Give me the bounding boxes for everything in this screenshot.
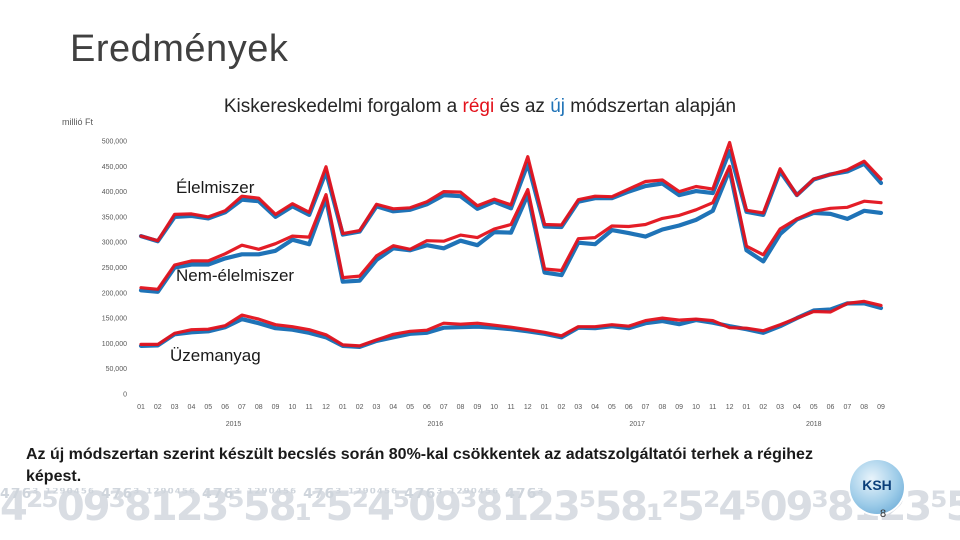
x-tick-label: 02 <box>356 404 364 411</box>
y-tick-label: 450,000 <box>102 164 127 171</box>
x-tick-label: 12 <box>524 404 532 411</box>
y-tick-label: 50,000 <box>106 366 128 373</box>
x-tick-label: 05 <box>810 404 818 411</box>
series-line-1-new <box>138 167 884 294</box>
x-tick-label: 05 <box>406 404 414 411</box>
y-tick-label: 350,000 <box>102 214 127 221</box>
x-tick-label: 07 <box>843 404 851 411</box>
x-tick-label: 03 <box>574 404 582 411</box>
number-band-digits-large: 4²⁵09³8123⁵58₁²5²4⁵09³8123⁵58₁²5²4⁵09³81… <box>0 488 960 530</box>
series-label: Üzemanyag <box>170 346 261 365</box>
x-tick-label: 10 <box>288 404 296 411</box>
x-tick-label: 11 <box>709 404 716 411</box>
y-tick-label: 150,000 <box>102 316 127 323</box>
x-tick-label: 08 <box>457 404 465 411</box>
x-tick-label: 07 <box>642 404 650 411</box>
chart-title-part-5: módszertan alapján <box>565 96 737 117</box>
x-tick-label: 01 <box>541 404 549 411</box>
year-label: 2018 <box>806 421 822 428</box>
y-tick-label: 300,000 <box>102 240 127 247</box>
footer-statement: Az új módszertan szerint készült becslés… <box>26 446 813 485</box>
x-tick-label: 04 <box>793 404 801 411</box>
series-line-2-new <box>138 301 884 349</box>
x-tick-label: 01 <box>743 404 751 411</box>
x-tick-label: 04 <box>591 404 599 411</box>
x-tick-label: 04 <box>188 404 196 411</box>
x-tick-label: 12 <box>726 404 734 411</box>
x-tick-label: 05 <box>608 404 616 411</box>
page-title: Eredmények <box>70 28 289 70</box>
y-tick-label: 0 <box>123 392 127 399</box>
x-tick-label: 10 <box>490 404 498 411</box>
year-label: 2017 <box>629 421 645 428</box>
page-number: 8 <box>880 508 887 520</box>
x-tick-label: 03 <box>373 404 381 411</box>
x-tick-label: 06 <box>423 404 431 411</box>
x-tick-label: 01 <box>137 404 145 411</box>
x-tick-label: 04 <box>389 404 397 411</box>
x-tick-label: 02 <box>759 404 767 411</box>
x-tick-label: 02 <box>154 404 162 411</box>
x-tick-label: 01 <box>339 404 347 411</box>
ksh-logo-text: KSH <box>862 477 892 493</box>
series-label: Élelmiszer <box>176 178 255 197</box>
series-line-2-old <box>139 299 883 348</box>
series-line-0-old <box>139 140 883 243</box>
ksh-logo: KSH <box>850 460 904 514</box>
y-tick-label: 200,000 <box>102 290 127 297</box>
year-label: 2016 <box>428 421 444 428</box>
chart-title-part-3: és az <box>494 96 551 117</box>
x-tick-label: 09 <box>272 404 280 411</box>
decorative-number-band: 4²⁵09³8123⁵58₁²5²4⁵09³8123⁵58₁²5²4⁵09³81… <box>0 488 960 540</box>
x-tick-label: 07 <box>440 404 448 411</box>
y-tick-label: 250,000 <box>102 265 127 272</box>
x-tick-label: 03 <box>776 404 784 411</box>
x-tick-label: 11 <box>306 404 313 411</box>
series-line-1-old <box>139 164 883 291</box>
y-tick-label: 400,000 <box>102 189 127 196</box>
year-label: 2015 <box>226 421 242 428</box>
chart-title-part-1: Kiskereskedelmi forgalom a <box>223 96 463 117</box>
x-tick-label: 03 <box>171 404 179 411</box>
number-band-digits-small: 476³ ¹²⁹⁰⁴⁵⁶ 476³ ¹²⁹⁰⁴⁵⁶ 476³ ¹²⁹⁰⁴⁵⁶ 4… <box>0 488 545 502</box>
x-tick-label: 08 <box>255 404 263 411</box>
x-tick-label: 05 <box>204 404 212 411</box>
y-axis-unit-label: millió Ft <box>62 117 93 127</box>
x-tick-label: 08 <box>658 404 666 411</box>
line-chart: 0 50,000 100,000 150,000 200,000 250,000 300,0… <box>102 139 885 429</box>
x-tick-label: 09 <box>473 404 481 411</box>
series-label: Nem-élelmiszer <box>176 266 294 285</box>
y-tick-label: 100,000 <box>102 341 127 348</box>
x-tick-label: 09 <box>877 404 885 411</box>
series-line-0-new <box>138 149 884 244</box>
chart-title-old-word: régi <box>462 96 495 117</box>
x-tick-label: 07 <box>238 404 246 411</box>
y-tick-label: 500,000 <box>102 139 127 146</box>
x-tick-label: 08 <box>860 404 868 411</box>
x-tick-label: 06 <box>625 404 633 411</box>
x-tick-label: 02 <box>558 404 566 411</box>
x-tick-label: 06 <box>827 404 835 411</box>
chart-title: Kiskereskedelmi forgalom a régi és az új… <box>0 96 960 118</box>
chart-title-new-word: új <box>550 96 565 117</box>
x-tick-label: 09 <box>675 404 683 411</box>
x-tick-label: 10 <box>692 404 700 411</box>
x-tick-label: 12 <box>322 404 330 411</box>
x-tick-label: 06 <box>221 404 229 411</box>
x-tick-label: 11 <box>507 404 514 411</box>
